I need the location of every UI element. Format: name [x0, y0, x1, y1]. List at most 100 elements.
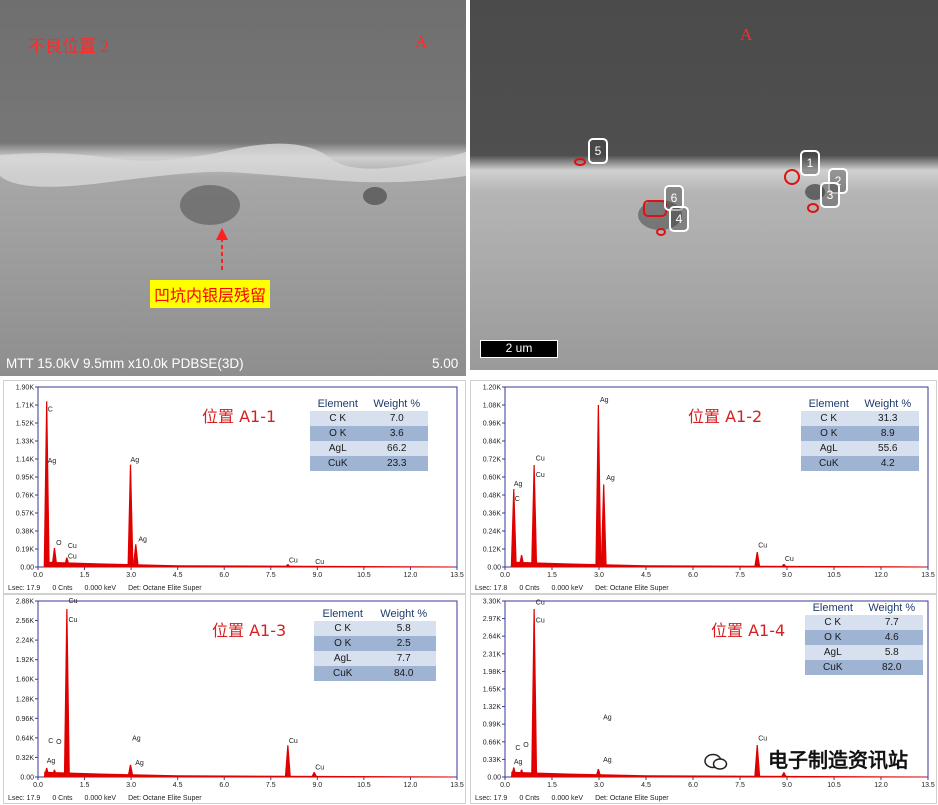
y-tick-label: 0.33K	[483, 757, 502, 764]
y-tick-label: 0.99K	[483, 722, 502, 729]
x-tick-label: 9.0	[782, 782, 792, 789]
peak-label: O	[523, 742, 529, 749]
x-tick-label: 12.0	[404, 782, 418, 789]
sem-image-right: A 5 1 2 3 6 4 2 um	[470, 0, 938, 370]
eds-panel-2: 0.00 0.12K 0.24K 0.36K 0.48K 0.60K 0.72K 0.84K 0…	[470, 380, 937, 594]
y-tick-label: 1.52K	[16, 421, 35, 428]
watermark-text: 电子制造资讯站	[768, 748, 908, 772]
peak-label: Cu	[315, 765, 324, 772]
y-tick-label: 1.98K	[483, 669, 502, 676]
y-tick-label: 0.84K	[483, 439, 502, 446]
table-header-weight: Weight %	[373, 398, 421, 410]
spectrum-peak	[51, 548, 58, 567]
peak-label: C	[48, 407, 53, 414]
element-table: Element Weight % C K 5.8 O K 2.5 AgL 7.7 CuK…	[314, 607, 436, 681]
footer-kev: 0.000 keV	[84, 795, 117, 802]
table-header-weight: Weight %	[380, 608, 428, 620]
peak-label: Cu	[758, 736, 767, 743]
x-tick-label: 3.0	[594, 572, 604, 579]
y-tick-label: 0.24K	[483, 529, 502, 536]
spectrum-baseline	[44, 561, 454, 567]
sem-right-texture	[470, 0, 938, 370]
y-tick-label: 1.60K	[16, 677, 35, 684]
y-tick-label: 1.20K	[483, 385, 502, 392]
spectrum-peak	[43, 401, 50, 567]
peak-label: Ag	[603, 714, 612, 721]
x-tick-label: 3.0	[126, 782, 136, 789]
element-table: Element Weight % C K 7.7 O K 4.6 AgL 5.8 CuK…	[805, 601, 923, 675]
table-cell: 7.7	[371, 651, 436, 666]
y-tick-label: 0.76K	[16, 493, 35, 500]
footer-cnts: 0 Cnts	[519, 585, 540, 592]
table-cell: 55.6	[856, 441, 919, 456]
table-cell: 23.3	[365, 456, 428, 471]
x-tick-label: 13.5	[921, 572, 935, 579]
table-cell: 5.8	[371, 621, 436, 636]
y-tick-label: 0.12K	[483, 547, 502, 554]
footer-kev: 0.000 keV	[551, 795, 584, 802]
spectrum-peak	[63, 557, 70, 567]
y-tick-label: 0.36K	[483, 511, 502, 518]
footer-kev: 0.000 keV	[551, 585, 584, 592]
y-tick-label: 0.00	[487, 565, 501, 572]
y-tick-label: 2.88K	[16, 599, 35, 606]
eds-footer: Lsec: 17.9 0 Cnts 0.000 keV Det: Octane Eli…	[8, 795, 214, 802]
table-cell: C K	[314, 621, 372, 636]
table-cell: 2.5	[371, 636, 436, 651]
spectrum-baseline	[44, 771, 454, 777]
eds-chart-1: 0.00 0.19K 0.38K 0.57K 0.76K 0.95K 1.14K 1.33K 1…	[16, 385, 464, 580]
y-tick-label: 1.71K	[16, 403, 35, 410]
peak-label: Cu	[68, 598, 77, 605]
y-tick-label: 0.64K	[16, 735, 35, 742]
y-tick-label: 0.72K	[483, 457, 502, 464]
table-cell: 4.6	[860, 630, 923, 645]
table-cell: C K	[805, 615, 861, 630]
sem-left-texture	[0, 0, 466, 376]
spectrum-peak	[780, 564, 787, 567]
y-tick-label: 2.24K	[16, 638, 35, 645]
position-title: 位置 A1-4	[711, 621, 786, 640]
spectrum-baseline	[511, 561, 925, 567]
x-tick-label: 13.5	[921, 782, 935, 789]
y-tick-label: 1.28K	[16, 696, 35, 703]
y-tick-label: 1.92K	[16, 657, 35, 664]
x-tick-label: 12.0	[404, 572, 418, 579]
marker-3: 3	[820, 182, 840, 208]
callout-label: 凹坑内银层残留	[150, 280, 271, 308]
eds-panel-1: 0.00 0.19K 0.38K 0.57K 0.76K 0.95K 1.14K 1.33K 1…	[3, 380, 466, 594]
x-tick-label: 10.5	[357, 782, 371, 789]
y-tick-label: 0.38K	[16, 529, 35, 536]
y-tick-label: 2.97K	[483, 616, 502, 623]
footer-kev: 0.000 keV	[84, 585, 117, 592]
y-tick-label: 1.08K	[483, 403, 502, 410]
x-tick-label: 4.5	[173, 572, 183, 579]
y-tick-label: 1.90K	[16, 385, 35, 392]
y-tick-label: 2.31K	[483, 651, 502, 658]
x-tick-label: 6.0	[219, 572, 229, 579]
x-tick-label: 6.0	[688, 782, 698, 789]
table-cell: O K	[310, 426, 366, 441]
table-header-weight: Weight %	[864, 398, 912, 410]
x-tick-label: 4.5	[641, 572, 651, 579]
marker-6: 6	[664, 185, 684, 211]
y-tick-label: 3.30K	[483, 599, 502, 606]
spectrum-peak	[754, 745, 761, 777]
x-tick-label: 4.5	[641, 782, 651, 789]
peak-label: Cu	[536, 617, 545, 624]
peak-label: Ag	[603, 757, 612, 764]
table-cell: CuK	[805, 660, 861, 675]
peak-label: C	[48, 738, 53, 745]
x-tick-label: 0.0	[500, 572, 510, 579]
table-cell: O K	[314, 636, 372, 651]
table-header-element: Element	[808, 398, 849, 410]
scale-bar: 2 um	[480, 340, 558, 358]
peak-label: Ag	[514, 759, 523, 766]
spectrum-peak	[284, 745, 291, 777]
y-tick-label: 1.65K	[483, 687, 502, 694]
x-tick-label: 13.5	[450, 572, 464, 579]
spectrum-peak	[754, 552, 761, 567]
peak-label: Cu	[68, 553, 77, 560]
peak-label: Ag	[606, 475, 615, 482]
peak-label: Cu	[289, 738, 298, 745]
table-cell: C K	[801, 411, 857, 426]
